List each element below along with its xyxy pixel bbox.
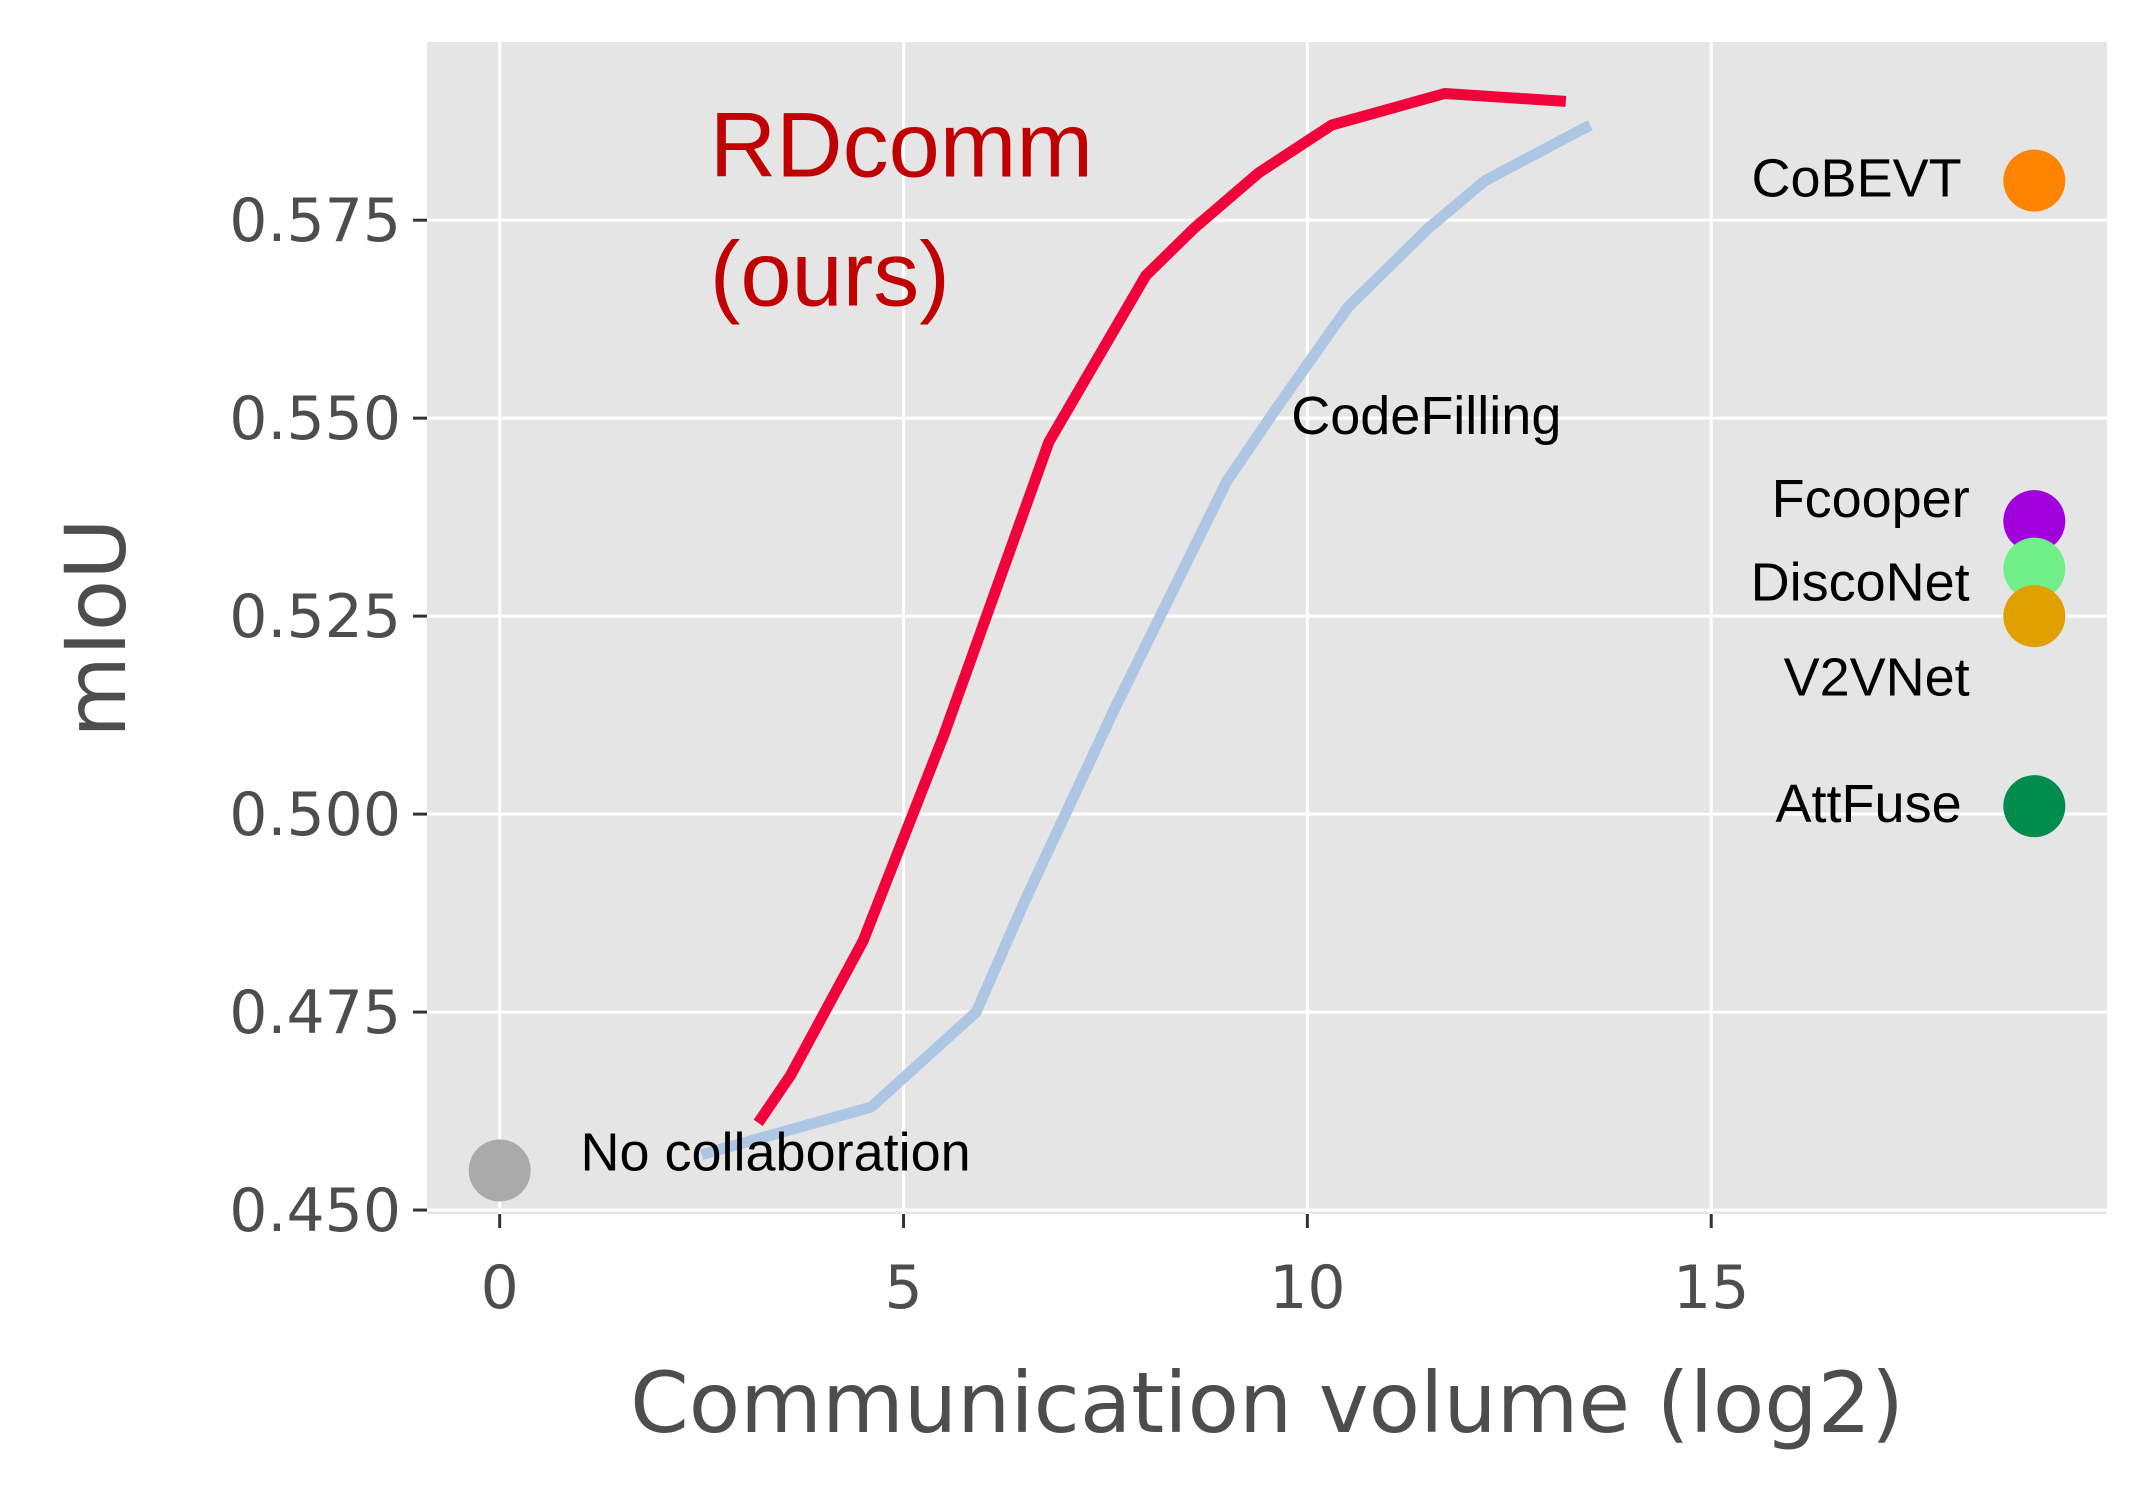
series-layer	[700, 88, 1593, 1160]
point-fcooper	[2003, 490, 2066, 553]
axes: 0 5 10 15 0.450 0.475 0.500 0.525 0.550 0.575	[229, 186, 1749, 1323]
points-layer	[468, 149, 2066, 1202]
point-v2vnet	[2003, 585, 2066, 648]
point-no-collaboration	[468, 1139, 531, 1202]
annotation-disconet: DiscoNet	[1751, 552, 1970, 612]
y-axis-title: mIoU	[47, 518, 145, 737]
point-disconet	[2003, 537, 2066, 600]
annotation-ours: (ours)	[710, 224, 950, 326]
annotation-fcooper: Fcooper	[1772, 469, 1970, 529]
x-axis-title: Communication volume (log2)	[630, 1354, 1904, 1452]
annotation-attfuse: AttFuse	[1776, 774, 1962, 834]
series-line-codefilling	[700, 120, 1593, 1160]
y-tick-label: 0.550	[229, 384, 401, 454]
annotation-layer: RDcomm (ours) CodeFilling No collaboration C…	[580, 95, 1969, 1183]
x-tick-label: 5	[884, 1253, 922, 1323]
point-attfuse	[2003, 775, 2066, 838]
y-tick-label: 0.450	[229, 1176, 401, 1246]
point-cobevt	[2003, 149, 2066, 212]
y-tick-label: 0.475	[229, 978, 401, 1048]
annotation-codefilling: CodeFilling	[1291, 386, 1561, 446]
annotation-rdcomm: RDcomm	[710, 95, 1093, 197]
annotation-cobevt: CoBEVT	[1752, 148, 1962, 208]
x-tick-label: 0	[481, 1253, 519, 1323]
series-line-rdcomm	[753, 88, 1567, 1126]
y-tick-label: 0.500	[229, 780, 401, 850]
y-tick-label: 0.525	[229, 582, 401, 652]
annotation-v2vnet: V2VNet	[1784, 647, 1970, 707]
annotation-no-collaboration: No collaboration	[580, 1122, 970, 1182]
x-tick-label: 10	[1269, 1253, 1345, 1323]
plot-background	[427, 42, 2107, 1214]
y-tick-label: 0.575	[229, 186, 401, 256]
x-tick-label: 15	[1673, 1253, 1749, 1323]
